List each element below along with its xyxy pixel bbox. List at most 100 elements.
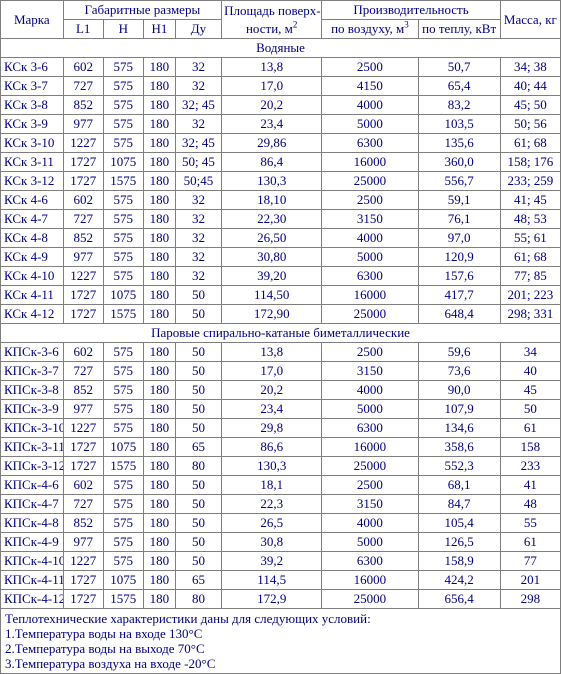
cell: КПСк-3-9 xyxy=(1,400,63,419)
cell: 39,20 xyxy=(222,267,322,286)
cell: 1227 xyxy=(63,552,103,571)
cell: 180 xyxy=(143,571,175,590)
cell: 158; 176 xyxy=(500,153,560,172)
cell: 26,5 xyxy=(222,514,322,533)
cell: 1727 xyxy=(63,305,103,324)
cell: КСк 4-12 xyxy=(1,305,63,324)
cell: 25000 xyxy=(322,305,418,324)
cell: 103,5 xyxy=(418,115,500,134)
cell: 852 xyxy=(63,96,103,115)
cell: 120,9 xyxy=(418,248,500,267)
cell: 90,0 xyxy=(418,381,500,400)
col-h: H xyxy=(103,20,143,39)
cell: 5000 xyxy=(322,248,418,267)
cell: 648,4 xyxy=(418,305,500,324)
cell: 727 xyxy=(63,210,103,229)
table-row: КСк 3-99775751803223,45000103,550; 56 xyxy=(1,115,561,134)
cell: 2500 xyxy=(322,343,418,362)
cell: 30,8 xyxy=(222,533,322,552)
cell: КПСк-3-6 xyxy=(1,343,63,362)
cell: 602 xyxy=(63,58,103,77)
table-row: КПСк-4-88525751805026,54000105,455 xyxy=(1,514,561,533)
cell: 50 xyxy=(175,286,221,305)
cell: 25000 xyxy=(322,172,418,191)
table-row: КСк 4-99775751803230,805000120,961; 68 xyxy=(1,248,561,267)
cell: 575 xyxy=(103,400,143,419)
cell: 25000 xyxy=(322,457,418,476)
cell: 130,3 xyxy=(222,457,322,476)
cell: 201; 223 xyxy=(500,286,560,305)
cell: 180 xyxy=(143,96,175,115)
table-row: КПСк-3-11172710751806586,616000358,6158 xyxy=(1,438,561,457)
cell: 201 xyxy=(500,571,560,590)
table-row: КПСк-3-77275751805017,0315073,640 xyxy=(1,362,561,381)
cell: 158 xyxy=(500,438,560,457)
cell: 180 xyxy=(143,210,175,229)
cell: 180 xyxy=(143,267,175,286)
cell: КСк 4-9 xyxy=(1,248,63,267)
cell: 172,90 xyxy=(222,305,322,324)
cell: 134,6 xyxy=(418,419,500,438)
cell: 575 xyxy=(103,267,143,286)
cell: 4000 xyxy=(322,96,418,115)
cell: 50 xyxy=(175,362,221,381)
cell: 180 xyxy=(143,495,175,514)
cell: 59,6 xyxy=(418,343,500,362)
cell: КПСк-4-6 xyxy=(1,476,63,495)
cell: 575 xyxy=(103,96,143,115)
table-row: КПСк-4-1012275751805039,26300158,977 xyxy=(1,552,561,571)
cell: 65,4 xyxy=(418,77,500,96)
cell: КСк 3-11 xyxy=(1,153,63,172)
cell: 29,8 xyxy=(222,419,322,438)
cell: 61; 68 xyxy=(500,134,560,153)
cell: 32 xyxy=(175,77,221,96)
cell: 4150 xyxy=(322,77,418,96)
table-row: КСк 4-111727107518050114,5016000417,7201… xyxy=(1,286,561,305)
cell: 575 xyxy=(103,210,143,229)
cell: 1575 xyxy=(103,457,143,476)
cell: 6300 xyxy=(322,134,418,153)
cell: 65 xyxy=(175,571,221,590)
cell: 424,2 xyxy=(418,571,500,590)
cell: 180 xyxy=(143,115,175,134)
cell: 575 xyxy=(103,552,143,571)
cell: 20,2 xyxy=(222,96,322,115)
cell: 602 xyxy=(63,191,103,210)
cell: 852 xyxy=(63,514,103,533)
cell: КПСк-3-8 xyxy=(1,381,63,400)
cell: 575 xyxy=(103,381,143,400)
cell: КПСк-4-10 xyxy=(1,552,63,571)
cell: 61 xyxy=(500,419,560,438)
cell: 180 xyxy=(143,191,175,210)
table-header: Марка Габаритные размеры Площадь поверх-… xyxy=(1,1,561,39)
cell: 32 xyxy=(175,115,221,134)
cell: 1075 xyxy=(103,571,143,590)
cell: КСк 4-11 xyxy=(1,286,63,305)
cell: КСк 3-10 xyxy=(1,134,63,153)
cell: 358,6 xyxy=(418,438,500,457)
cell: 50 xyxy=(175,533,221,552)
cell: 32 xyxy=(175,58,221,77)
col-mark: Марка xyxy=(1,1,63,39)
cell: 656,4 xyxy=(418,590,500,609)
cell: 4000 xyxy=(322,514,418,533)
cell: 48; 53 xyxy=(500,210,560,229)
cell: 18,1 xyxy=(222,476,322,495)
cell: 50,7 xyxy=(418,58,500,77)
cell: 6300 xyxy=(322,552,418,571)
cell: 180 xyxy=(143,248,175,267)
col-l1: L1 xyxy=(63,20,103,39)
table-body: ВодяныеКСк 3-66025751803213,8250050,734;… xyxy=(1,39,561,674)
cell: КСк 4-8 xyxy=(1,229,63,248)
cell: 180 xyxy=(143,533,175,552)
cell: 360,0 xyxy=(418,153,500,172)
table-row: КСк 3-111727107518050; 4586,416000360,01… xyxy=(1,153,561,172)
col-du: Ду xyxy=(175,20,221,39)
cell: 575 xyxy=(103,115,143,134)
cell: 39,2 xyxy=(222,552,322,571)
cell: 86,4 xyxy=(222,153,322,172)
cell: 4000 xyxy=(322,381,418,400)
cell: 50 xyxy=(175,419,221,438)
cell: 61 xyxy=(500,533,560,552)
cell: 977 xyxy=(63,248,103,267)
